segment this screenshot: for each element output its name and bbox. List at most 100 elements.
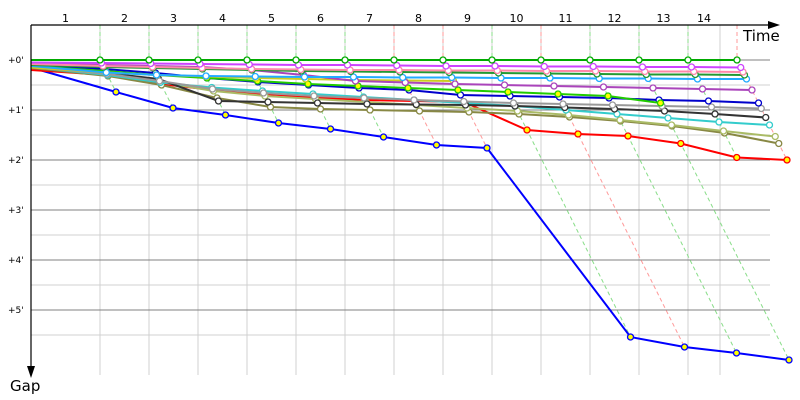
x-tick-label: 14 [697,12,711,25]
data-point [550,82,558,90]
data-point [762,113,770,122]
data-point [687,63,696,71]
grid [31,25,770,375]
data-point [390,56,398,64]
data-point [316,105,325,113]
x-tick-label: 4 [219,12,226,25]
data-point [251,72,259,81]
y-axis-arrow-icon [27,366,35,378]
data-point [264,98,272,106]
data-point [404,84,412,92]
x-tick-label: 5 [268,12,275,25]
x-tick-label: 1 [62,12,69,25]
data-point [483,144,491,152]
data-point [733,153,741,162]
data-point [733,56,741,64]
data-point [715,118,723,126]
data-point [112,88,120,96]
data-point [698,85,707,93]
data-point [442,62,450,70]
data-point [624,132,632,140]
data-point [638,63,647,71]
y-tick-label: +1' [8,106,24,116]
data-point [243,56,251,64]
y-tick-label: +3' [8,206,24,216]
data-point [488,56,496,64]
y-tick-labels: +0' +1' +2' +3' +4' +5' [8,56,24,316]
data-point [393,61,401,70]
x-tick-label: 7 [366,12,373,25]
series-line [30,69,791,164]
data-point [259,89,268,97]
series-group [30,56,793,364]
x-axis-label: Time [742,27,780,45]
data-point [313,99,322,107]
data-point [360,94,368,102]
data-point [704,97,713,105]
data-point [504,88,512,96]
data-point [523,126,531,134]
data-point [152,71,161,79]
data-point [274,119,283,127]
x-tick-label: 12 [608,12,622,25]
y-tick-label: +5' [8,306,24,316]
axes: Time Gap [10,21,780,395]
lap-line [540,59,685,348]
data-point [349,73,358,81]
data-point [509,99,518,107]
data-point [589,62,597,71]
data-point [208,85,217,93]
data-point [145,56,153,64]
y-tick-label: +4' [8,256,24,266]
data-point [574,130,582,138]
data-point [649,84,657,92]
data-point [680,343,689,351]
y-tick-label: +2' [8,156,24,166]
data-point [454,86,462,94]
lap-line [589,59,737,354]
x-tick-label: 10 [510,12,524,25]
data-point [754,99,763,107]
data-point [586,56,594,64]
data-point [491,62,499,70]
data-point [221,111,230,119]
data-point [656,99,665,107]
data-point [757,104,765,113]
data-point [626,333,635,341]
x-tick-label: 2 [121,12,128,25]
y-axis-label: Gap [10,377,40,395]
x-tick-label: 13 [657,12,671,25]
x-tick-label: 11 [559,12,573,25]
data-point [500,81,509,89]
data-point [748,86,756,94]
x-axis-arrow-icon [768,21,780,29]
data-point [194,56,202,64]
data-point [341,56,349,64]
data-point [363,100,371,108]
data-point [737,63,745,72]
data-point [202,72,210,80]
series-line [31,56,741,64]
data-point [439,56,447,64]
data-point [635,56,643,64]
data-point [214,97,223,105]
data-point [711,110,719,118]
x-tick-label: 6 [317,12,324,25]
data-point [155,77,164,85]
data-point [540,62,548,71]
data-point [96,56,104,64]
data-point [707,103,716,111]
data-point [719,127,728,135]
data-point [616,116,624,124]
data-point [310,92,318,100]
data-point [604,92,612,100]
data-point [537,56,545,64]
x-tick-label: 9 [464,12,471,25]
x-tick-label: 3 [170,12,177,25]
data-point [451,80,459,88]
data-point [292,56,300,64]
x-tick-label: 8 [415,12,422,25]
data-point [732,349,741,357]
data-point [684,56,692,64]
